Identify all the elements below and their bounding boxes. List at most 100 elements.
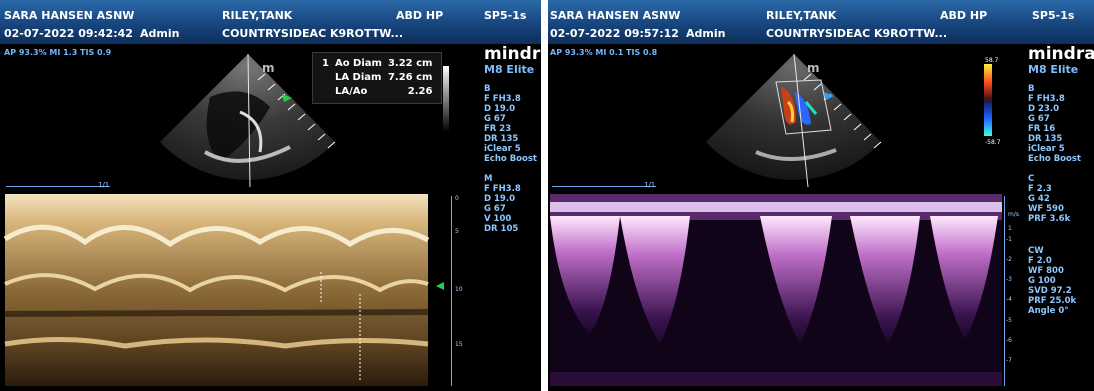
measurement-value: 2.26 — [407, 86, 433, 97]
param-line: G 67 — [484, 114, 506, 124]
depth-tick: 15 — [455, 341, 463, 348]
b-mode-sector-image — [160, 53, 336, 188]
patient-name: RILEY,TANK — [222, 9, 293, 22]
param-line: G 42 — [1028, 194, 1050, 204]
velocity-tick: 1 — [1008, 225, 1012, 232]
m-mode-trace — [3, 194, 430, 386]
velocity-unit: m/s — [1008, 211, 1019, 218]
exam-type: ABD HP — [940, 9, 988, 22]
param-line: G 67 — [1028, 114, 1050, 124]
measurement-label: Ao Diam — [334, 58, 382, 69]
param-line: Echo Boost — [1028, 154, 1081, 164]
param-line: B — [1028, 84, 1035, 94]
mmode-screen: SARA HANSEN ASNW RILEY,TANK ABD HP SP5-1… — [0, 0, 541, 391]
param-line: iClear 5 — [484, 144, 521, 154]
param-line: DR 135 — [484, 134, 519, 144]
measurement-results-box: 1 Ao Diam 3.22 cm LA Diam 7.26 cm LA/Ao … — [312, 52, 443, 104]
velocity-scale — [1004, 196, 1005, 386]
focus-marker — [436, 282, 444, 290]
header-bar: SARA HANSEN ASNW RILEY,TANK ABD HP SP5-1… — [0, 0, 541, 44]
probe-name: SP5-1s — [1032, 9, 1075, 22]
param-line: Angle 0° — [1028, 306, 1069, 316]
velocity-tick: -4 — [1006, 296, 1012, 303]
velocity-tick: -2 — [1006, 256, 1012, 263]
b-mode-params: B F FH3.8 D 23.0 G 67 FR 16 DR 135 iClea… — [1028, 84, 1081, 164]
depth-tick: 0 — [455, 195, 459, 202]
sweep-speed: 1/1 — [644, 181, 656, 189]
param-line: FR 23 — [484, 124, 512, 134]
time-ruler — [552, 186, 656, 187]
measurement-value: 7.26 cm — [387, 72, 433, 83]
velocity-tick: -7 — [1006, 357, 1012, 364]
param-line: WF 800 — [1028, 266, 1064, 276]
user-name: Admin — [686, 27, 726, 40]
param-line: C — [1028, 174, 1035, 184]
model-name: M8 Elite — [484, 63, 535, 76]
m-mode-params: M F FH3.8 D 19.0 G 67 V 100 DR 105 — [484, 174, 521, 234]
measurement-index: 1 — [322, 58, 329, 69]
velocity-tick: -5 — [1006, 317, 1012, 324]
color-doppler-sector-image — [706, 53, 882, 188]
velocity-tick: -6 — [1006, 337, 1012, 344]
param-line: FR 16 — [1028, 124, 1056, 134]
velocity-tick: -3 — [1006, 276, 1012, 283]
param-line: Echo Boost — [484, 154, 537, 164]
param-line: F 2.3 — [1028, 184, 1052, 194]
depth-ruler — [451, 196, 452, 386]
param-line: D 23.0 — [1028, 104, 1059, 114]
param-line: CW — [1028, 246, 1044, 256]
brand-logo: mindray — [484, 44, 541, 64]
param-line: iClear 5 — [1028, 144, 1065, 154]
param-line: D 19.0 — [484, 194, 515, 204]
b-mode-params: B F FH3.8 D 19.0 G 67 FR 23 DR 135 iClea… — [484, 84, 537, 164]
operator-name: SARA HANSEN ASNW — [4, 9, 135, 22]
cw-marker-label: m — [807, 61, 820, 75]
param-line: PRF 3.6k — [1028, 214, 1071, 224]
param-line: D 19.0 — [484, 104, 515, 114]
param-line: F FH3.8 — [484, 184, 521, 194]
color-scale-min: -58.7 — [985, 139, 1001, 146]
power-readout: AP 93.3% MI 0.1 TIS 0.8 — [550, 48, 658, 57]
exam-type: ABD HP — [396, 9, 444, 22]
brand-logo: mindray — [1028, 44, 1094, 64]
power-readout: AP 93.3% MI 1.3 TIS 0.9 — [4, 48, 112, 57]
operator-name: SARA HANSEN ASNW — [550, 9, 681, 22]
param-line: B — [484, 84, 491, 94]
param-line: G 67 — [484, 204, 506, 214]
param-line: DR 135 — [1028, 134, 1063, 144]
param-line: PRF 25.0k — [1028, 296, 1077, 306]
measurement-value: 3.22 cm — [387, 58, 433, 69]
cw-doppler-spectrum — [550, 194, 1002, 386]
grayscale-bar — [443, 66, 449, 132]
param-line: DR 105 — [484, 224, 519, 234]
exam-datetime: 02-07-2022 09:57:12 — [550, 27, 679, 40]
color-scale-bar — [984, 64, 992, 136]
measurement-label: LA/Ao — [334, 86, 368, 97]
param-line: F FH3.8 — [484, 94, 521, 104]
user-name: Admin — [140, 27, 180, 40]
clinic-name: COUNTRYSIDEAC K9ROTTW... — [766, 27, 948, 40]
doppler-screen: SARA HANSEN ASNW RILEY,TANK ABD HP SP5-1… — [548, 0, 1094, 391]
exam-datetime: 02-07-2022 09:42:42 — [4, 27, 133, 40]
param-line: M — [484, 174, 493, 184]
depth-tick: 10 — [455, 286, 463, 293]
param-line: V 100 — [484, 214, 512, 224]
clinic-name: COUNTRYSIDEAC K9ROTTW... — [222, 27, 404, 40]
patient-name: RILEY,TANK — [766, 9, 837, 22]
time-ruler — [6, 186, 110, 187]
mmode-marker-label: m — [262, 61, 275, 75]
model-name: M8 Elite — [1028, 63, 1079, 76]
header-bar: SARA HANSEN ASNW RILEY,TANK ABD HP SP5-1… — [548, 0, 1094, 44]
param-line: G 100 — [1028, 276, 1056, 286]
param-line: F 2.0 — [1028, 256, 1052, 266]
color-params: C F 2.3 G 42 WF 590 PRF 3.6k — [1028, 174, 1070, 224]
velocity-tick: -1 — [1006, 236, 1012, 243]
color-scale-max: 58.7 — [985, 57, 999, 64]
probe-name: SP5-1s — [484, 9, 527, 22]
param-line: SVD 97.2 — [1028, 286, 1072, 296]
measurement-label: LA Diam — [334, 72, 382, 83]
cw-params: CW F 2.0 WF 800 G 100 SVD 97.2 PRF 25.0k… — [1028, 246, 1076, 316]
sweep-speed: 1/1 — [98, 181, 110, 189]
param-line: F FH3.8 — [1028, 94, 1065, 104]
param-line: WF 590 — [1028, 204, 1064, 214]
